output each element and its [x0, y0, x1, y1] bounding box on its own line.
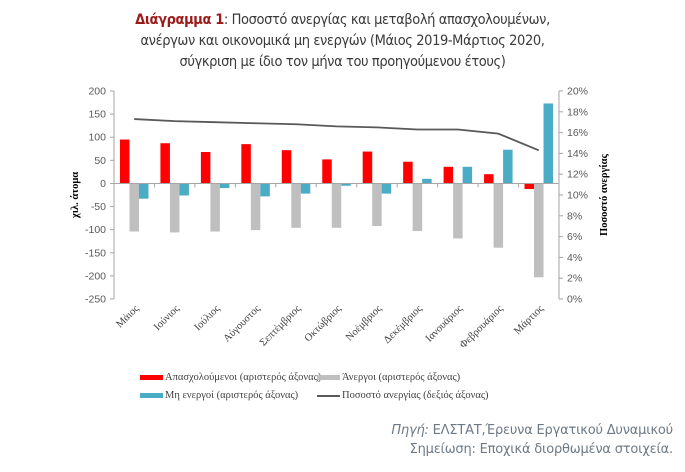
left-tick-label: -100 — [85, 224, 106, 236]
chart-title-lead: Διάγραμμα 1 — [135, 12, 224, 28]
legend-item-employed: Απασχολούμενοι (αριστερός άξονας) — [140, 372, 321, 383]
right-axis-label: Ποσοστό ανεργίας — [599, 153, 610, 235]
bar-inactive — [219, 183, 230, 189]
bar-employed — [200, 152, 211, 184]
bars — [119, 103, 554, 278]
category-label: Ιούλιος — [192, 303, 222, 333]
x-axis — [114, 182, 559, 188]
bar-unemployed — [250, 183, 261, 231]
left-tick-label: 0 — [100, 178, 106, 190]
category-label: Ιούνιος — [152, 303, 182, 333]
left-tick-label: 150 — [88, 109, 106, 121]
bar-unemployed — [169, 183, 180, 233]
bar-employed — [241, 144, 251, 184]
left-tick-label: -50 — [91, 201, 106, 213]
left-tick-label: -150 — [85, 247, 106, 259]
bar-unemployed — [493, 183, 504, 248]
bar-employed — [119, 139, 130, 184]
chart-plot: 200 150 100 50 0 -50 -100 -150 -200 -250 20% 18% 16… — [70, 86, 610, 351]
legend-swatch-rate — [317, 394, 340, 397]
category-label: Αύγουστος — [222, 303, 264, 345]
category-label: Σεπτέμβριος — [258, 303, 304, 349]
bar-employed — [484, 174, 494, 184]
chart-title-line-1: : Ποσοστό ανεργίας και μεταβολή απασχολο… — [223, 12, 550, 28]
right-tick-label: 4% — [567, 252, 582, 264]
category-label: Νοέμβριος — [344, 303, 385, 344]
right-tick-label: 16% — [567, 127, 588, 139]
source-text: ΕΛΣΤΑΤ,Έρευνα Εργατικού Δυναμικού — [428, 423, 674, 438]
category-label: Δεκέμβριος — [382, 303, 425, 346]
bar-employed — [281, 150, 292, 184]
bar-inactive — [503, 149, 513, 184]
legend-swatch-unemployed — [317, 375, 340, 380]
bar-inactive — [381, 183, 392, 194]
left-axis-label: χιλ. άτομα — [70, 172, 81, 219]
legend-label-inactive: Μη ενεργοί (αριστερός άξονας) — [165, 390, 299, 401]
bar-inactive — [462, 166, 473, 184]
left-tick-label: 200 — [88, 86, 106, 98]
bar-employed — [403, 161, 413, 184]
chart-title-line-3: σύγκριση με ίδιο τον μήνα του προηγούμεν… — [179, 54, 506, 70]
bar-unemployed — [291, 183, 301, 228]
legend-swatch-inactive — [140, 393, 163, 398]
source-lead: Πηγή: — [391, 423, 429, 438]
bar-inactive — [300, 183, 311, 194]
source-note: Πηγή: ΕΛΣΤΑΤ,Έρευνα Εργατικού Δυναμικού … — [391, 421, 673, 459]
right-tick-label: 0% — [567, 294, 582, 306]
legend-item-unemployed: Άνεργοι (αριστερός άξονας) — [317, 372, 460, 383]
right-axis: 20% 18% 16% 14% 12% 10% 8% 6% 4% 2% 0% — [558, 86, 588, 306]
right-tick-label: 20% — [567, 86, 588, 98]
bar-inactive — [260, 183, 270, 197]
bar-unemployed — [129, 183, 139, 232]
category-label: Φεβρουάριος — [458, 303, 506, 351]
bar-employed — [160, 143, 170, 184]
legend-swatch-employed — [140, 375, 163, 380]
source-remark: Σημείωση: Εποχικά διορθωμένα στοιχεία. — [409, 442, 674, 457]
left-tick-label: -250 — [85, 294, 106, 306]
bar-inactive — [341, 183, 351, 186]
bar-employed — [524, 183, 535, 189]
bar-unemployed — [331, 183, 342, 228]
bar-unemployed — [412, 183, 423, 232]
bar-employed — [443, 166, 454, 184]
right-tick-label: 6% — [567, 231, 582, 243]
legend-label-employed: Απασχολούμενοι (αριστερός άξονας) — [165, 372, 322, 383]
bar-inactive — [179, 183, 189, 196]
left-tick-label: -200 — [85, 270, 106, 282]
legend-item-rate: Ποσοστό ανεργίας (δεξιός άξονας) — [317, 390, 488, 401]
category-label: Μάρτιος — [512, 303, 546, 337]
category-label: Μάιος — [114, 303, 142, 331]
legend-item-inactive: Μη ενεργοί (αριστερός άξονας) — [140, 390, 298, 401]
chart-title: Διάγραμμα 1: Ποσοστό ανεργίας και μεταβο… — [0, 10, 685, 73]
right-tick-label: 2% — [567, 273, 582, 285]
bar-employed — [362, 151, 373, 184]
rate-line — [134, 118, 540, 152]
category-label: Ιανουάριος — [424, 303, 466, 345]
rate-line-path — [134, 118, 540, 152]
bar-inactive — [543, 103, 554, 184]
bar-inactive — [422, 178, 432, 184]
left-axis: 200 150 100 50 0 -50 -100 -150 -200 -250 — [85, 86, 115, 306]
right-tick-label: 10% — [567, 190, 588, 202]
legend-label-rate: Ποσοστό ανεργίας (δεξιός άξονας) — [342, 390, 489, 401]
right-tick-label: 8% — [567, 210, 582, 222]
bar-unemployed — [453, 183, 463, 239]
right-tick-label: 18% — [567, 106, 588, 118]
chart-title-line-2: ανέργων και οικονομικά μη ενεργών (Μάιος… — [140, 33, 545, 49]
bar-unemployed — [534, 183, 544, 278]
left-tick-label: 100 — [88, 132, 106, 144]
category-label: Οκτώβριος — [303, 303, 344, 344]
right-tick-label: 12% — [567, 169, 588, 181]
bar-unemployed — [372, 183, 382, 226]
legend-label-unemployed: Άνεργοι (αριστερός άξονας) — [342, 372, 461, 383]
left-tick-label: 50 — [94, 155, 106, 167]
bar-employed — [322, 159, 332, 184]
bar-unemployed — [210, 183, 220, 232]
right-tick-label: 14% — [567, 148, 588, 160]
bar-inactive — [138, 183, 149, 199]
